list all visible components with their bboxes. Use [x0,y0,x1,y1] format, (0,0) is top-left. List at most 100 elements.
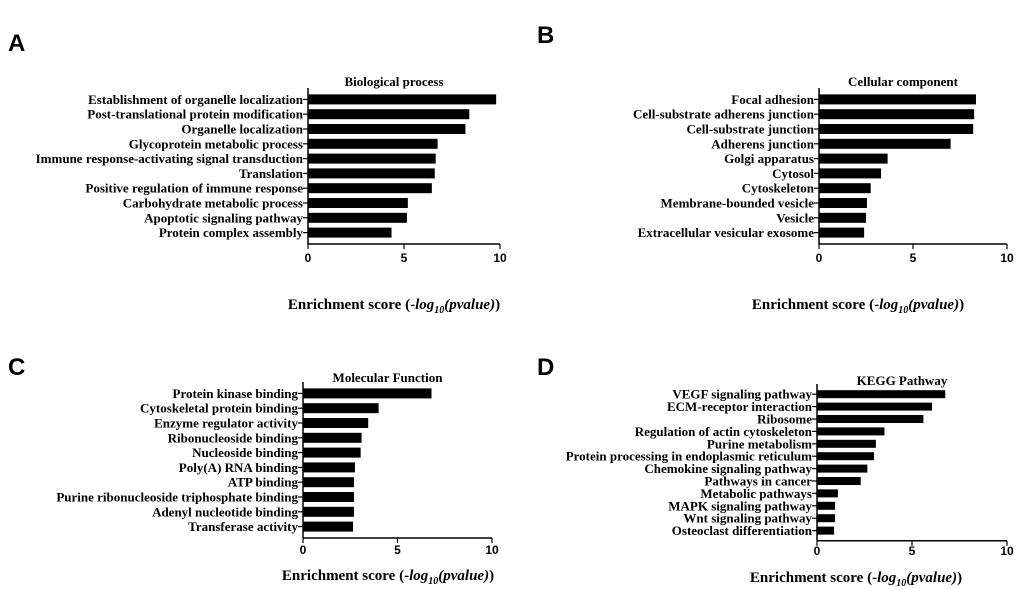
category-label: Cytoskeleton [742,181,815,196]
x-tick-label: 5 [394,543,401,557]
bar [303,403,379,414]
x-tick-label: 5 [909,544,916,558]
x-tick-label: 5 [401,251,408,265]
x-axis-label-arg: (pvalue) [438,568,489,584]
category-label: Post-translational protein modification [87,107,303,122]
x-tick-label: 5 [910,251,917,265]
category-label: Regulation of actin cytoskeleton [635,424,813,439]
category-label: Golgi apparatus [724,151,814,166]
category-label: Positive regulation of immune response [85,181,303,196]
bar [308,94,497,105]
x-axis-label-log: log [879,297,899,313]
category-label: Adherens junction [711,136,814,151]
bar [308,227,392,238]
bar [817,427,885,436]
x-tick-label: 10 [1000,251,1014,265]
x-axis-label: Enrichment score (-log10(pvalue)) [750,570,962,589]
panel-title: Molecular Function [333,370,444,385]
x-axis-label-suffix: ) [959,297,964,313]
x-axis-label-sub: 10 [434,305,444,316]
panel-label: D [537,354,554,381]
x-axis-label-sub: 10 [898,305,908,316]
category-label: Nucleoside binding [192,445,298,460]
category-label: Apoptotic signaling pathway [144,210,303,225]
bar [817,415,924,423]
x-axis-label-prefix: Enrichment score (- [288,297,415,313]
bar [817,452,874,461]
category-label: Protein complex assembly [159,225,304,240]
category-label: Protein kinase binding [173,386,299,401]
bar [303,492,355,502]
bar [308,198,408,208]
x-axis-label-arg: (pvalue) [906,570,957,586]
bar [817,526,835,535]
bar [308,138,438,149]
category-label: Osteoclast differentiation [672,523,813,538]
category-label: ATP binding [228,475,299,490]
category-label: MAPK signaling pathway [668,498,812,513]
category-label: Purine ribonucleoside triphosphate bindi… [56,490,298,505]
bar [819,198,867,208]
panel-label: B [537,22,554,49]
bar [308,153,436,164]
bar [303,477,355,488]
category-label: Purine metabolism [707,436,812,451]
x-tick-label: 10 [1000,544,1014,558]
category-label: Ribonucleoside binding [168,430,299,445]
x-axis-label: Enrichment score (-log10(pvalue)) [752,297,964,316]
bar [303,521,354,532]
category-label: Cytosol [772,166,814,181]
panel-c: C Molecular Function Protein kinase bindin… [8,354,499,587]
bar [817,489,838,498]
panel-title: Cellular component [848,74,959,89]
bar [819,109,975,120]
x-axis-label-log: log [877,570,897,586]
category-label: Poly(A) RNA binding [179,460,299,475]
bar [819,153,888,164]
x-axis-label-arg: (pvalue) [908,297,959,313]
category-label: Cell-substrate junction [687,122,815,137]
category-label: Pathways in cancer [704,474,812,489]
bar [817,390,946,399]
x-axis-label-suffix: ) [957,570,962,586]
bar [303,447,361,458]
x-tick-label: 0 [814,544,821,558]
bar [308,168,435,179]
category-label: Organelle localization [181,122,303,137]
x-axis-label-sub: 10 [896,578,906,589]
x-tick-label: 0 [816,251,823,265]
category-label: Cell-substrate adherens junction [633,107,815,122]
bar [819,168,882,179]
x-axis-label-prefix: Enrichment score (- [750,570,877,586]
bar [819,94,976,105]
bar [308,109,470,120]
category-label: Immune response-activating signal transd… [36,151,304,166]
category-label: Chemokine signaling pathway [644,461,812,476]
x-axis-label: Enrichment score (-log10(pvalue)) [282,568,494,587]
panel-label: A [8,30,25,57]
bar [303,506,355,517]
category-label: Carbohydrate metabolic process [123,196,303,211]
x-axis-label-log: log [415,297,435,313]
category-label: Adenyl nucleotide binding [152,504,298,519]
x-axis-label-log: log [409,568,429,584]
bar [308,212,407,223]
x-tick-label: 0 [305,251,312,265]
category-label: VEGF signaling pathway [672,387,812,402]
x-tick-label: 0 [300,543,307,557]
bar [303,418,369,428]
category-label: Wnt signaling pathway [683,511,812,526]
category-label: Protein processing in endoplasmic reticu… [566,449,812,464]
x-axis-label-prefix: Enrichment score (- [752,297,879,313]
category-label: Cytoskeletal protein binding [140,401,298,416]
x-axis-label-arg: (pvalue) [444,297,495,313]
category-label: Extracellular vesicular exosome [638,225,815,240]
bar [819,212,866,223]
category-label: Focal adhesion [731,92,814,107]
x-axis-label-sub: 10 [428,576,438,587]
bar [817,501,836,510]
bar [308,124,466,134]
panel-d: D KEGG Pathway VEGF signaling pathwayECM-r… [537,354,1014,589]
panel-a: A Biological process Establishment of orga… [8,30,507,316]
